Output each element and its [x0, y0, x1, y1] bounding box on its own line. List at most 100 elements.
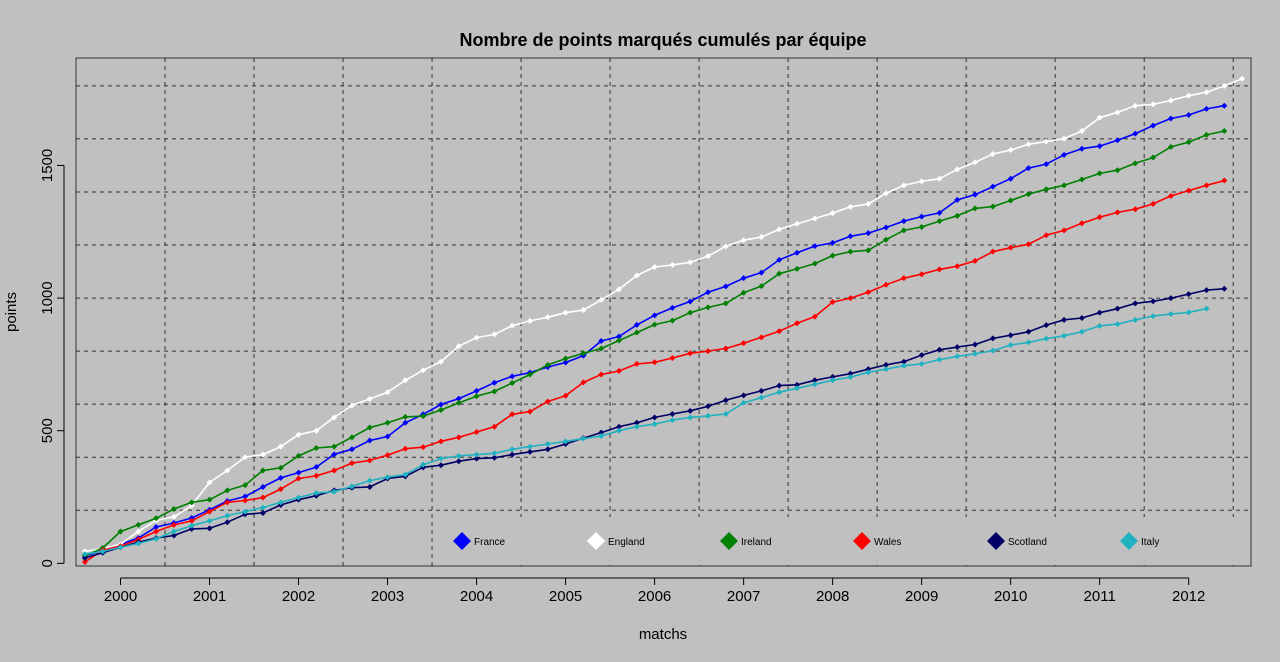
data-point — [473, 334, 480, 341]
data-point — [865, 366, 872, 373]
data-point — [1096, 214, 1103, 221]
data-point — [384, 389, 391, 396]
data-point — [1043, 138, 1050, 145]
data-point — [1078, 314, 1085, 321]
data-point — [1150, 298, 1157, 305]
data-point — [669, 410, 676, 417]
x-tick-label: 2004 — [460, 588, 493, 605]
data-point — [865, 200, 872, 207]
data-point — [420, 413, 427, 420]
data-point — [1096, 309, 1103, 316]
data-point — [829, 210, 836, 217]
data-point — [437, 358, 444, 365]
data-point — [811, 377, 818, 384]
data-point — [170, 505, 177, 512]
data-point — [366, 483, 373, 490]
data-point — [366, 457, 373, 464]
data-point — [544, 440, 551, 447]
data-point — [1043, 161, 1050, 168]
data-point — [918, 223, 925, 230]
data-point — [1203, 131, 1210, 138]
data-point — [598, 371, 605, 378]
data-point — [1114, 167, 1121, 174]
data-point — [954, 166, 961, 173]
data-point — [1167, 310, 1174, 317]
data-point — [509, 446, 516, 453]
y-tick-label: 500 — [39, 418, 56, 443]
england-line — [84, 77, 1243, 553]
data-point — [277, 464, 284, 471]
data-point — [313, 490, 320, 497]
data-point — [544, 446, 551, 453]
data-point — [206, 496, 213, 503]
data-point — [242, 454, 249, 461]
data-point — [455, 395, 462, 402]
data-point — [526, 408, 533, 415]
data-point — [81, 559, 88, 566]
data-point — [1167, 143, 1174, 150]
data-point — [224, 519, 231, 526]
data-point — [972, 205, 979, 212]
data-point — [295, 475, 302, 482]
data-point — [259, 467, 266, 474]
data-point — [526, 371, 533, 378]
data-point — [562, 359, 569, 366]
legend-marker-italy — [1120, 532, 1138, 550]
data-point — [615, 427, 622, 434]
data-point — [1203, 182, 1210, 189]
data-point — [918, 360, 925, 367]
data-point — [1043, 232, 1050, 239]
data-point — [224, 487, 231, 494]
legend-marker-wales — [853, 532, 871, 550]
data-point — [972, 341, 979, 348]
data-point — [348, 446, 355, 453]
data-point — [918, 213, 925, 220]
data-point — [331, 488, 338, 495]
data-point — [1132, 300, 1139, 307]
data-point — [402, 413, 409, 420]
data-point — [295, 452, 302, 459]
plot-frame — [75, 57, 1252, 567]
x-tick-label: 2000 — [104, 588, 137, 605]
data-point — [883, 190, 890, 197]
data-point — [1114, 305, 1121, 312]
data-point — [259, 483, 266, 490]
data-point — [651, 264, 658, 271]
data-point — [794, 249, 801, 256]
data-point — [722, 345, 729, 352]
data-point — [847, 374, 854, 381]
data-point — [900, 275, 907, 282]
data-point — [847, 203, 854, 210]
data-point — [1167, 115, 1174, 122]
data-point — [1203, 105, 1210, 112]
data-point — [331, 443, 338, 450]
data-point — [509, 322, 516, 329]
data-point — [972, 257, 979, 264]
data-point — [669, 355, 676, 362]
data-point — [562, 355, 569, 362]
data-point — [1114, 209, 1121, 216]
data-point — [687, 407, 694, 414]
data-point — [847, 370, 854, 377]
data-point — [633, 360, 640, 367]
data-point — [758, 394, 765, 401]
data-point — [206, 525, 213, 532]
data-point — [847, 248, 854, 255]
x-tick-label: 2006 — [638, 588, 671, 605]
data-point — [633, 419, 640, 426]
data-point — [402, 471, 409, 478]
data-point — [544, 314, 551, 321]
data-point — [491, 379, 498, 386]
data-point — [473, 387, 480, 394]
data-point — [473, 429, 480, 436]
legend-label-scotland: Scotland — [1008, 537, 1047, 548]
data-point — [615, 333, 622, 340]
data-point — [740, 399, 747, 406]
x-tick-label: 2002 — [282, 588, 315, 605]
data-point — [1203, 89, 1210, 96]
data-point — [313, 444, 320, 451]
data-point — [687, 309, 694, 316]
data-point — [954, 353, 961, 360]
data-point — [455, 458, 462, 465]
data-point — [740, 237, 747, 244]
